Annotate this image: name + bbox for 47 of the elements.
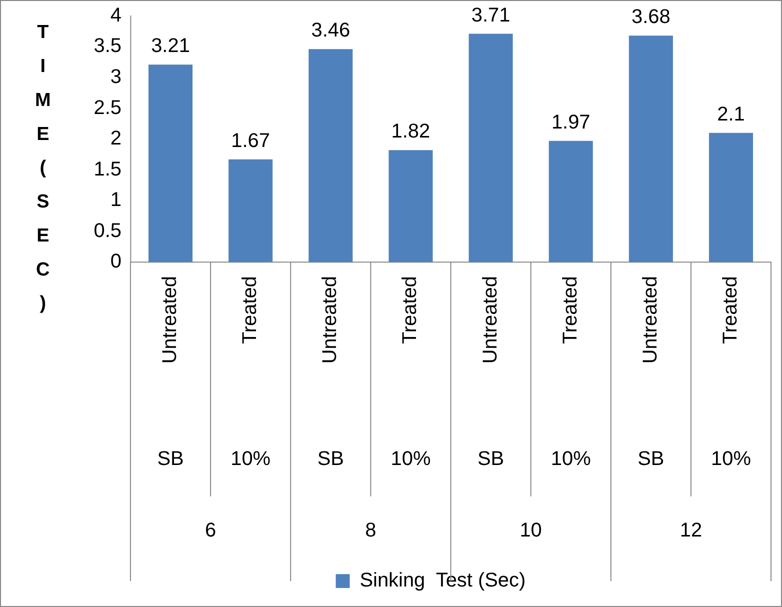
x-tick-label: Treated — [719, 276, 742, 344]
x-tick-label: Treated — [559, 276, 582, 344]
data-label: 3.46 — [311, 20, 350, 42]
x-tick-label: Treated — [239, 276, 262, 344]
x-tick-label: Untreated — [319, 276, 342, 364]
text: SB — [638, 448, 664, 470]
data-label: 3.21 — [151, 35, 190, 58]
y-tick-label: 0.5 — [94, 220, 122, 242]
text: 12 — [680, 520, 702, 542]
data-label: 1.67 — [231, 130, 270, 152]
y-tick-label: 3 — [110, 66, 122, 88]
y-tick-label: 1 — [110, 189, 122, 212]
x-tick-label: Untreated — [479, 276, 502, 364]
y-tick-label: 1.5 — [94, 158, 122, 180]
legend-label: Sinking Test (Sec) — [360, 570, 526, 592]
bar — [148, 64, 193, 262]
x-tick-label: Treated — [399, 276, 422, 344]
bar — [228, 159, 273, 262]
bar — [468, 34, 513, 262]
text: 10% — [550, 448, 592, 470]
data-label: 3.68 — [632, 6, 670, 28]
y-tick-label: 2.5 — [94, 96, 122, 119]
text: SB — [477, 448, 504, 470]
text: SB — [157, 448, 184, 470]
bar — [388, 150, 433, 262]
data-label: 2.1 — [717, 103, 745, 126]
y-tick-label: 0 — [110, 250, 122, 273]
text: TIME (SEC) — [35, 22, 51, 314]
text: 8 — [365, 520, 376, 542]
text: 6 — [204, 520, 216, 542]
bar — [628, 36, 673, 262]
x-tick-label: Untreated — [159, 276, 182, 364]
text: 10% — [390, 448, 431, 470]
data-label: 3.71 — [471, 4, 510, 26]
text: 10 — [520, 520, 542, 542]
bar — [708, 132, 754, 262]
text: SB — [317, 448, 344, 470]
y-tick-label: 4 — [110, 4, 122, 26]
bar — [548, 140, 593, 262]
x-tick-label: Untreated — [639, 276, 662, 364]
text: 10% — [711, 448, 752, 470]
data-label: 1.97 — [551, 111, 590, 134]
y-tick-label: 2 — [110, 128, 122, 150]
bar — [308, 49, 353, 262]
text: 10% — [230, 448, 271, 470]
y-tick-label: 3.5 — [94, 35, 122, 58]
data-label: 1.82 — [391, 120, 430, 143]
